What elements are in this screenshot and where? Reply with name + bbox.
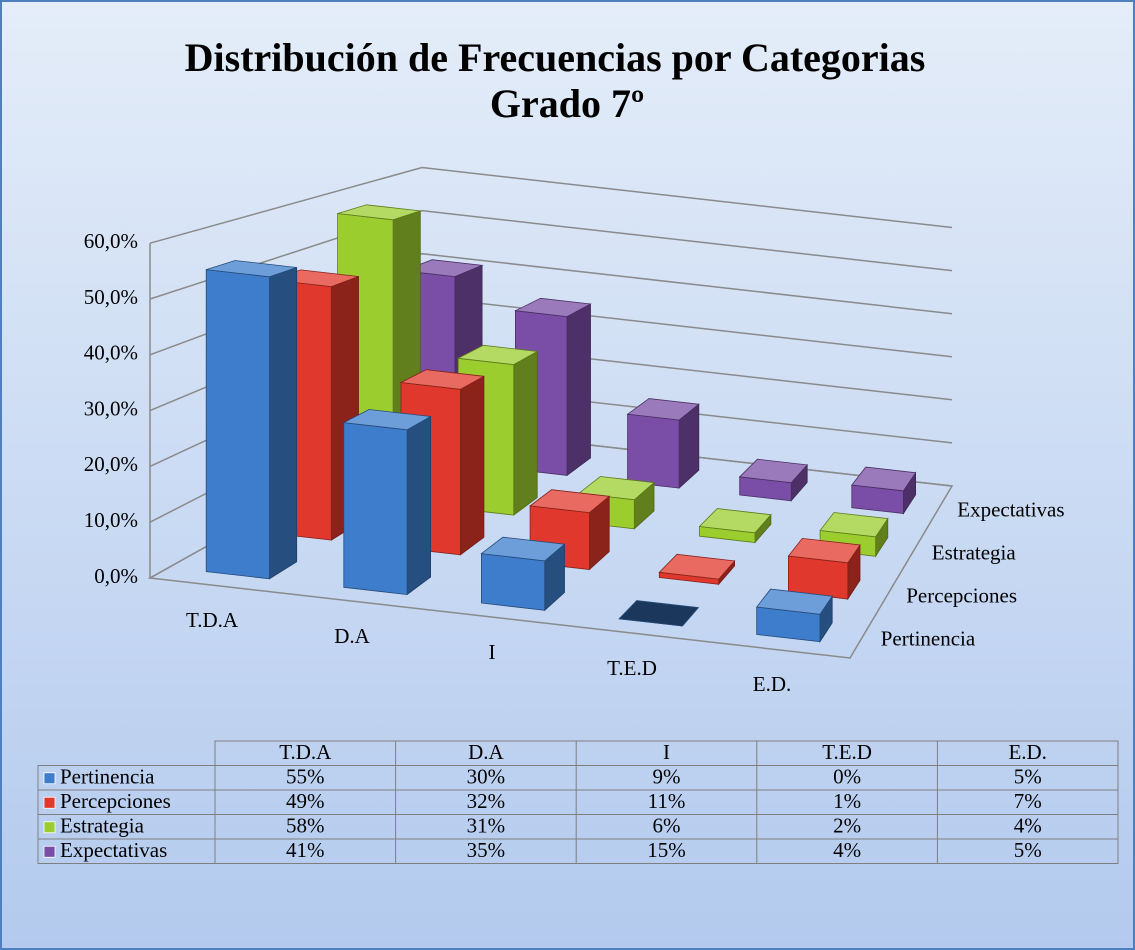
bar-top: [851, 466, 917, 492]
bar-side: [269, 266, 298, 580]
data-table: T.D.A D.A I T.E.D E.D. Pertinencia 55% 30% 9% 0% 5…: [37, 740, 1119, 864]
bar-front: [627, 413, 680, 489]
chart-title: Distribución de Frecuencias por Categori…: [185, 35, 926, 80]
bar-top: [206, 260, 297, 278]
table-cell: 41%: [286, 838, 325, 862]
table-cell: 4%: [833, 838, 861, 862]
bar: [698, 508, 772, 544]
bar-front: [343, 422, 408, 596]
table-cell: 5%: [1014, 838, 1042, 862]
bar: [851, 466, 917, 515]
table-cell: 35%: [467, 838, 506, 862]
legend-label: Percepciones: [60, 789, 171, 813]
table-cell: 58%: [286, 814, 325, 838]
table-cell: 1%: [833, 789, 861, 813]
bar-top: [698, 508, 772, 534]
bar-side: [513, 350, 538, 516]
x-tick-label: I: [489, 640, 496, 664]
bar-top: [618, 600, 700, 627]
z-tick-label: Expectativas: [957, 497, 1064, 521]
table-header: I: [663, 740, 670, 764]
bar: [787, 537, 861, 601]
table-cell: 31%: [467, 814, 506, 838]
table-cell: 30%: [467, 765, 506, 789]
legend-label: Pertinencia: [60, 765, 155, 789]
bar: [618, 600, 700, 627]
plot: 0,0% 10,0% 20,0% 30,0% 40,0% 50,0% 60,0% T.D.A D…: [84, 166, 1065, 696]
table-cell: 15%: [647, 838, 686, 862]
bar-top: [480, 536, 566, 562]
z-tick-label: Percepciones: [906, 583, 1017, 607]
z-tick-label: Estrategia: [932, 540, 1017, 564]
y-tick-label: 10,0%: [84, 508, 138, 532]
bar-side: [406, 415, 432, 596]
table-cell: 49%: [286, 789, 325, 813]
y-tick-label: 30,0%: [84, 396, 138, 420]
bar: [738, 458, 809, 502]
legend-swatch: [43, 796, 56, 809]
y-tick-label: 50,0%: [84, 285, 138, 309]
bar-front: [480, 553, 546, 611]
bar: [480, 536, 566, 612]
x-tick-label: E.D.: [753, 672, 792, 696]
y-tick-label: 40,0%: [84, 341, 138, 365]
table-cell: 7%: [1014, 789, 1042, 813]
bar-top: [399, 369, 486, 390]
bar-side: [459, 375, 485, 556]
bar: [399, 369, 486, 556]
bar-top: [755, 588, 833, 615]
table-cell: 55%: [286, 765, 325, 789]
bar-top: [529, 489, 611, 514]
bar: [342, 409, 432, 596]
table-header: T.D.A: [279, 740, 332, 764]
table-header: E.D.: [1008, 740, 1047, 764]
legend-swatch: [43, 845, 56, 858]
legend-swatch: [43, 772, 56, 785]
table-cell: 5%: [1014, 765, 1042, 789]
y-tick-label: 60,0%: [84, 229, 138, 253]
z-tick-label: Pertinencia: [881, 626, 976, 650]
bar-top: [626, 398, 700, 421]
bar: [626, 398, 700, 490]
bar-top: [456, 344, 539, 366]
bar-top: [787, 537, 861, 564]
table-cell: 4%: [1014, 814, 1042, 838]
table-cell: 6%: [653, 814, 681, 838]
x-tick-label: D.A: [334, 624, 370, 648]
bar-top: [514, 297, 592, 318]
y-tick-label: 0,0%: [94, 564, 138, 588]
table-cell: 9%: [653, 765, 681, 789]
bar-top: [337, 204, 421, 221]
x-tick-label: T.D.A: [186, 608, 239, 632]
bar-top: [577, 476, 655, 501]
table-cell: 0%: [833, 765, 861, 789]
bar-top: [403, 259, 484, 278]
legend-label: Estrategia: [60, 814, 145, 838]
grid-line: [149, 166, 953, 244]
bar-top: [342, 409, 432, 431]
bar: [755, 588, 833, 644]
legend-label: Expectativas: [60, 838, 167, 862]
table-cell: 32%: [467, 789, 506, 813]
y-tick-label: 20,0%: [84, 452, 138, 476]
table-cell: 2%: [833, 814, 861, 838]
bar: [658, 553, 736, 586]
chart-subtitle: Grado 7º: [490, 81, 644, 126]
bar-top: [819, 512, 889, 538]
table-cell: 11%: [648, 789, 686, 813]
bar-front: [205, 269, 270, 580]
bar-side: [566, 303, 591, 477]
bar-top: [658, 553, 736, 580]
table-header: T.E.D: [822, 740, 872, 764]
bar: [205, 260, 298, 580]
legend-swatch: [43, 821, 56, 834]
table-header: D.A: [468, 740, 504, 764]
bar-top: [738, 458, 809, 484]
x-tick-label: T.E.D: [607, 656, 657, 680]
